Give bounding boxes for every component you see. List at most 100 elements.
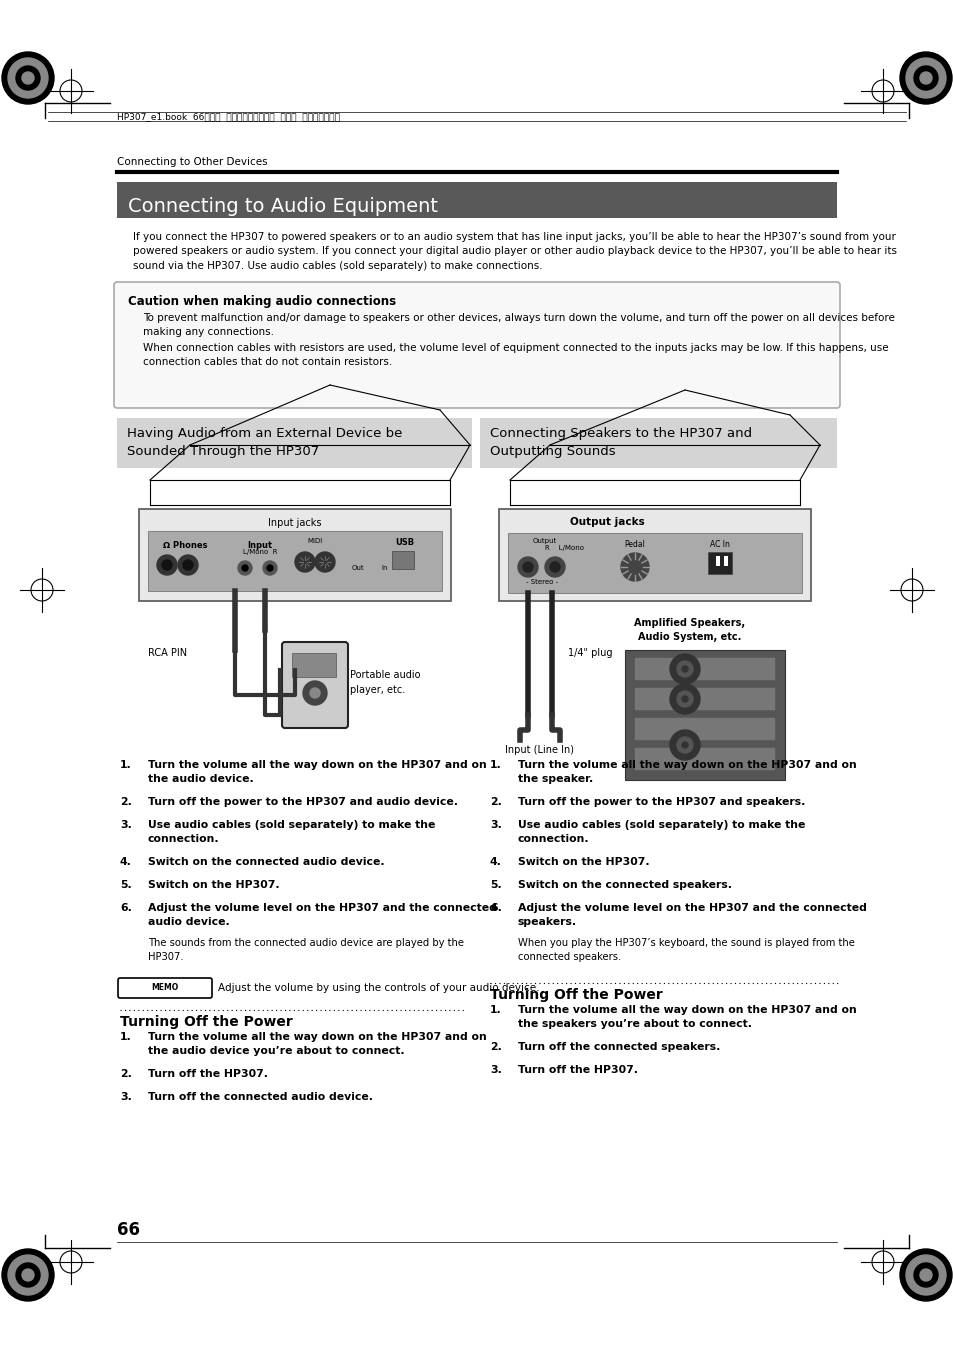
- Text: 2.: 2.: [490, 797, 501, 807]
- Circle shape: [669, 684, 700, 713]
- Circle shape: [310, 688, 319, 698]
- FancyBboxPatch shape: [139, 509, 451, 601]
- Text: Ω Phones: Ω Phones: [163, 540, 207, 550]
- Text: In: In: [381, 565, 388, 571]
- Circle shape: [677, 690, 692, 707]
- Text: 66: 66: [117, 1221, 140, 1239]
- Text: 5.: 5.: [490, 880, 501, 890]
- Text: Caution when making audio connections: Caution when making audio connections: [128, 295, 395, 308]
- Text: 3.: 3.: [490, 1065, 501, 1075]
- Circle shape: [314, 553, 335, 571]
- Circle shape: [620, 553, 648, 581]
- Circle shape: [178, 555, 198, 576]
- Text: 1.: 1.: [490, 761, 501, 770]
- Bar: [507, 534, 801, 593]
- Text: 3.: 3.: [120, 1092, 132, 1102]
- Circle shape: [162, 561, 172, 570]
- Circle shape: [294, 553, 314, 571]
- Circle shape: [267, 565, 273, 571]
- Text: Switch on the HP307.: Switch on the HP307.: [148, 880, 279, 890]
- Bar: [624, 650, 784, 780]
- Text: Amplified Speakers,: Amplified Speakers,: [634, 617, 745, 628]
- Text: 1.: 1.: [120, 761, 132, 770]
- Text: Turn off the connected speakers.: Turn off the connected speakers.: [517, 1042, 720, 1052]
- Text: AC In: AC In: [709, 540, 729, 549]
- Text: Use audio cables (sold separately) to make the
connection.: Use audio cables (sold separately) to ma…: [148, 820, 435, 843]
- Text: Connecting to Audio Equipment: Connecting to Audio Equipment: [128, 197, 437, 216]
- Text: Turn off the HP307.: Turn off the HP307.: [148, 1069, 268, 1079]
- Circle shape: [242, 565, 248, 571]
- Circle shape: [16, 66, 40, 91]
- Circle shape: [183, 561, 193, 570]
- Circle shape: [517, 557, 537, 577]
- Circle shape: [16, 1263, 40, 1288]
- Text: 4.: 4.: [120, 857, 132, 867]
- Circle shape: [899, 51, 951, 104]
- Bar: [635, 748, 774, 770]
- Text: Adjust the volume by using the controls of your audio device.: Adjust the volume by using the controls …: [218, 984, 539, 993]
- Text: 1.: 1.: [120, 1032, 132, 1042]
- Bar: [148, 531, 441, 590]
- FancyBboxPatch shape: [498, 509, 810, 601]
- Text: 5.: 5.: [120, 880, 132, 890]
- Text: 3.: 3.: [120, 820, 132, 830]
- Bar: [635, 688, 774, 711]
- Circle shape: [263, 561, 276, 576]
- Bar: [723, 557, 727, 566]
- Text: When you play the HP307’s keyboard, the sound is played from the
connected speak: When you play the HP307’s keyboard, the …: [517, 938, 854, 962]
- Circle shape: [677, 738, 692, 753]
- Text: Out: Out: [352, 565, 364, 571]
- Circle shape: [669, 654, 700, 684]
- Text: Adjust the volume level on the HP307 and the connected
speakers.: Adjust the volume level on the HP307 and…: [517, 902, 866, 927]
- Text: Switch on the HP307.: Switch on the HP307.: [517, 857, 649, 867]
- Text: RCA PIN: RCA PIN: [148, 648, 187, 658]
- Text: R    L/Mono: R L/Mono: [544, 544, 583, 551]
- Text: When connection cables with resistors are used, the volume level of equipment co: When connection cables with resistors ar…: [143, 343, 887, 367]
- Text: Having Audio from an External Device be
Sounded Through the HP307: Having Audio from an External Device be …: [127, 427, 402, 458]
- Circle shape: [899, 1250, 951, 1301]
- Text: Turn off the power to the HP307 and audio device.: Turn off the power to the HP307 and audi…: [148, 797, 457, 807]
- Text: Turning Off the Power: Turning Off the Power: [490, 988, 662, 1002]
- Text: HP307_e1.book  66ページ  ２０１０年１月４日  月曜日  午後５時３９分: HP307_e1.book 66ページ ２０１０年１月４日 月曜日 午後５時３９…: [117, 112, 339, 122]
- Text: Turn the volume all the way down on the HP307 and on
the speaker.: Turn the volume all the way down on the …: [517, 761, 856, 784]
- Text: 2.: 2.: [490, 1042, 501, 1052]
- Bar: [635, 717, 774, 740]
- Text: Turning Off the Power: Turning Off the Power: [120, 1015, 293, 1029]
- Text: 2.: 2.: [120, 1069, 132, 1079]
- Circle shape: [681, 666, 687, 671]
- Circle shape: [2, 51, 54, 104]
- Text: To prevent malfunction and/or damage to speakers or other devices, always turn d: To prevent malfunction and/or damage to …: [143, 313, 894, 338]
- Circle shape: [905, 58, 945, 99]
- Circle shape: [544, 557, 564, 577]
- FancyBboxPatch shape: [479, 417, 836, 467]
- Circle shape: [913, 1263, 937, 1288]
- FancyBboxPatch shape: [118, 978, 212, 998]
- Circle shape: [681, 742, 687, 748]
- Text: L/Mono  R: L/Mono R: [242, 549, 277, 555]
- FancyBboxPatch shape: [113, 282, 840, 408]
- Circle shape: [677, 661, 692, 677]
- Text: Pedal: Pedal: [624, 540, 645, 549]
- Circle shape: [22, 1269, 34, 1281]
- Circle shape: [681, 696, 687, 703]
- Circle shape: [237, 561, 252, 576]
- Text: 2.: 2.: [120, 797, 132, 807]
- Text: Input (Line In): Input (Line In): [505, 744, 574, 755]
- Text: USB: USB: [395, 538, 415, 547]
- Text: The sounds from the connected audio device are played by the
HP307.: The sounds from the connected audio devi…: [148, 938, 463, 962]
- Circle shape: [303, 681, 327, 705]
- Text: Input jacks: Input jacks: [268, 517, 321, 528]
- Circle shape: [522, 562, 533, 571]
- Text: If you connect the HP307 to powered speakers or to an audio system that has line: If you connect the HP307 to powered spea…: [132, 232, 896, 270]
- Text: MEMO: MEMO: [152, 984, 178, 993]
- Bar: [292, 653, 335, 677]
- Circle shape: [919, 72, 931, 84]
- FancyBboxPatch shape: [282, 642, 348, 728]
- Circle shape: [550, 562, 559, 571]
- Text: 1.: 1.: [490, 1005, 501, 1015]
- Text: Turn off the HP307.: Turn off the HP307.: [517, 1065, 638, 1075]
- Text: Connecting Speakers to the HP307 and
Outputting Sounds: Connecting Speakers to the HP307 and Out…: [490, 427, 751, 458]
- Text: Turn the volume all the way down on the HP307 and on
the audio device you’re abo: Turn the volume all the way down on the …: [148, 1032, 486, 1055]
- Text: Use audio cables (sold separately) to make the
connection.: Use audio cables (sold separately) to ma…: [517, 820, 804, 843]
- Text: Connecting to Other Devices: Connecting to Other Devices: [117, 157, 268, 168]
